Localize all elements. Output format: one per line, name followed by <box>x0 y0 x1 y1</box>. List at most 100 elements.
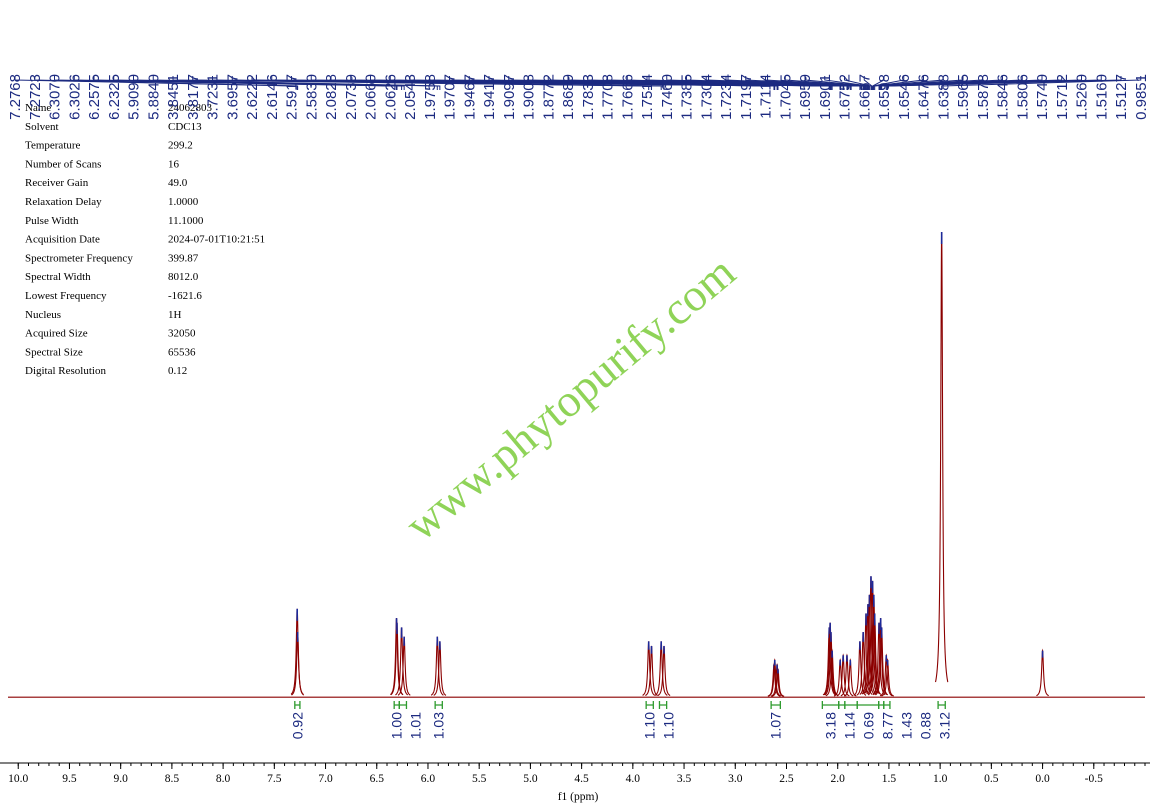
integral-label: 1.01 <box>408 712 424 739</box>
integral-label: 1.07 <box>768 712 784 739</box>
parameter-value: 32050 <box>168 328 196 340</box>
peak-label: 1.6901 <box>817 74 834 120</box>
peak-label-leader <box>824 76 870 90</box>
peak-label: 2.0626 <box>382 74 399 120</box>
peak <box>291 631 305 696</box>
parameter-name: Spectral Size <box>25 346 83 358</box>
integral-label: 1.43 <box>899 712 915 739</box>
integral-bracket <box>645 701 654 709</box>
integral-bracket <box>856 701 880 709</box>
x-tick-label: 7.5 <box>267 773 282 785</box>
peak-label: 1.7234 <box>718 74 735 120</box>
parameter-name: Lowest Frequency <box>25 290 107 302</box>
peak-label: 2.5830 <box>303 74 320 120</box>
peak-label-leader <box>878 76 964 90</box>
integral-label: 3.12 <box>937 712 953 739</box>
peak-label: 1.9417 <box>481 74 498 120</box>
x-tick-label: 2.0 <box>831 773 846 785</box>
parameter-value: 24062803 <box>168 102 213 114</box>
x-tick-label: 9.0 <box>113 773 128 785</box>
peak-label: 2.0828 <box>323 74 340 120</box>
peak-label: 1.7514 <box>639 74 656 120</box>
peak-label: 1.5806 <box>1014 74 1031 120</box>
parameter-value: 1.0000 <box>168 196 199 208</box>
integral-bracket <box>294 701 301 709</box>
integral-bracket <box>770 701 781 709</box>
peak-label: 1.7460 <box>659 74 676 120</box>
x-tick-label: 2.5 <box>779 773 794 785</box>
peak-label: 1.9758 <box>422 74 439 120</box>
peak-label: 1.7708 <box>600 74 617 120</box>
x-tick-label: 4.0 <box>626 773 641 785</box>
parameter-name: Spectrometer Frequency <box>25 252 133 264</box>
peak-label: 3.6957 <box>224 74 241 120</box>
peak-label: 1.7197 <box>738 74 755 120</box>
peak <box>768 658 782 697</box>
peak <box>430 636 444 696</box>
peak-label-leader <box>887 76 1122 90</box>
x-tick-label: 3.5 <box>677 773 692 785</box>
x-tick-label: 8.5 <box>165 773 180 785</box>
peak-label-leader <box>941 76 1142 90</box>
peak <box>879 653 893 697</box>
peak <box>654 641 668 696</box>
peak-label-leader <box>863 76 873 90</box>
integral-label: 0.69 <box>861 712 877 739</box>
peak-label: 1.6598 <box>876 74 893 120</box>
peak-label-leader <box>844 76 872 90</box>
peak-label: 1.8772 <box>540 74 557 120</box>
parameter-name: Acquisition Date <box>25 234 100 246</box>
peak-label: 1.5878 <box>975 74 992 120</box>
peak-label: 6.3070 <box>47 74 64 120</box>
integral-label: 3.18 <box>823 712 839 739</box>
peak-label: 1.9008 <box>521 74 538 120</box>
parameter-name: Digital Resolution <box>25 365 106 377</box>
parameter-name: Temperature <box>25 140 81 152</box>
peak-label: 2.6222 <box>244 74 261 120</box>
peak-label-leader <box>804 76 870 90</box>
peak-label-leader <box>784 76 869 90</box>
peak-label: 1.5846 <box>995 74 1012 120</box>
peak-label-leader <box>872 76 885 90</box>
peak-label-leader <box>874 76 944 90</box>
peak-label: 6.2575 <box>86 74 103 120</box>
x-tick-label: 6.5 <box>370 773 385 785</box>
peak <box>934 231 949 683</box>
peak <box>642 641 656 696</box>
x-tick-label: 0.0 <box>1035 773 1050 785</box>
integral-label: 0.92 <box>289 712 305 739</box>
parameter-value: 8012.0 <box>168 271 199 283</box>
peak <box>836 653 850 697</box>
peak <box>397 636 411 696</box>
integral-label: 8.77 <box>880 712 896 739</box>
peak-label: 0.9851 <box>1133 74 1150 120</box>
parameter-name: Receiver Gain <box>25 177 89 189</box>
peak-label: 1.7833 <box>580 74 597 120</box>
parameter-name: Relaxation Delay <box>25 196 102 208</box>
x-tick-label: 1.0 <box>933 773 948 785</box>
peak-label: 1.5127 <box>1113 74 1130 120</box>
x-tick-label: 5.5 <box>472 773 487 785</box>
integral-label: 1.10 <box>642 712 658 739</box>
integral-bracket <box>393 701 400 709</box>
peak-label: 1.7666 <box>619 74 636 120</box>
x-tick-label: -0.5 <box>1085 773 1103 785</box>
x-tick-label: 0.5 <box>984 773 999 785</box>
peak-label: 5.9090 <box>126 74 143 120</box>
peak-label: 1.5160 <box>1093 74 1110 120</box>
x-tick-label: 9.5 <box>62 773 77 785</box>
peak-label: 2.6146 <box>264 74 281 120</box>
peak-label: 2.0660 <box>363 74 380 120</box>
parameter-value: 1H <box>168 309 182 321</box>
x-tick-label: 6.0 <box>421 773 436 785</box>
peak-label: 1.5740 <box>1034 74 1051 120</box>
peak-label-leader <box>765 76 868 90</box>
peak-label: 1.7385 <box>679 74 696 120</box>
peak-label: 1.9467 <box>461 74 478 120</box>
parameter-value: 399.87 <box>168 252 199 264</box>
peak-label: 3.7231 <box>205 74 222 120</box>
peak-label: 2.0543 <box>402 74 419 120</box>
peak-label-leader <box>152 76 441 90</box>
parameter-value: -1621.6 <box>168 290 202 302</box>
